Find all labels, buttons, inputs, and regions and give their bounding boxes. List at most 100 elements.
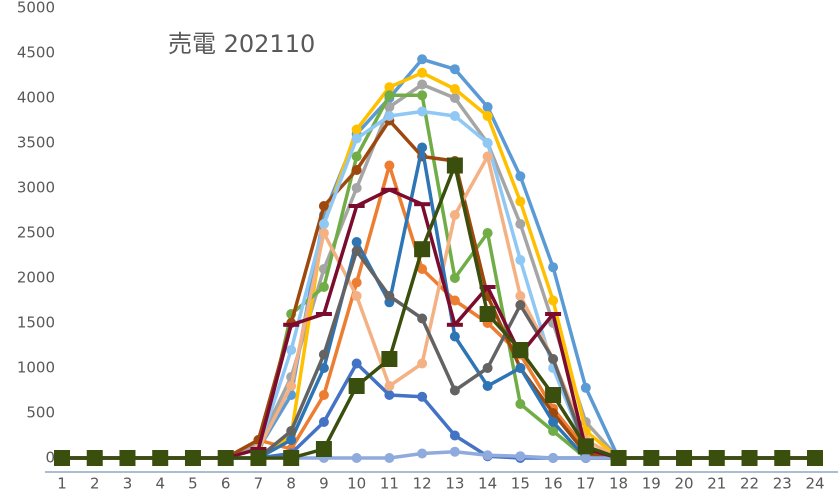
x-tick-label: 24: [805, 475, 824, 493]
marker: [548, 262, 559, 273]
marker: [449, 210, 460, 220]
marker: [417, 54, 428, 65]
y-tick-label: 4000: [17, 89, 55, 107]
series-line: [62, 93, 815, 460]
marker: [545, 387, 562, 403]
marker: [548, 354, 559, 364]
marker: [446, 322, 463, 327]
marker: [515, 196, 526, 207]
marker: [515, 255, 526, 265]
marker: [286, 435, 297, 445]
marker: [449, 111, 460, 121]
marker: [286, 426, 297, 436]
marker: [482, 151, 493, 162]
marker: [449, 93, 460, 103]
marker: [152, 450, 169, 466]
marker: [449, 84, 460, 94]
marker: [479, 285, 496, 289]
marker: [417, 67, 428, 78]
chart-title: 売電 202110: [168, 30, 315, 58]
marker: [548, 426, 559, 436]
marker: [315, 312, 332, 316]
marker: [449, 331, 460, 342]
marker: [351, 453, 362, 463]
marker: [184, 450, 201, 466]
marker: [86, 450, 103, 466]
y-tick-label: 1000: [17, 359, 55, 377]
x-tick-label: 21: [707, 475, 726, 493]
marker: [515, 300, 526, 310]
marker: [348, 378, 365, 394]
x-tick-label: 2: [90, 475, 100, 493]
marker: [384, 453, 395, 463]
x-tick-label: 17: [576, 475, 595, 493]
marker: [417, 142, 428, 153]
x-tick-label: 6: [221, 475, 231, 493]
marker: [807, 450, 823, 466]
marker: [515, 399, 526, 409]
marker: [417, 448, 428, 459]
series-line: [62, 154, 815, 460]
marker: [479, 306, 496, 322]
marker: [318, 390, 329, 400]
marker: [515, 451, 526, 462]
marker: [449, 446, 460, 457]
marker: [384, 291, 395, 301]
marker: [449, 64, 460, 75]
marker: [548, 295, 559, 306]
marker: [351, 246, 362, 256]
x-tick-label: 10: [347, 475, 366, 493]
marker: [384, 102, 395, 112]
marker: [515, 219, 526, 229]
marker: [417, 79, 428, 90]
y-tick-label: 3000: [17, 179, 55, 197]
marker: [318, 417, 329, 427]
x-tick-label: 18: [609, 475, 628, 493]
marker: [351, 124, 362, 135]
marker: [318, 363, 329, 373]
x-tick-label: 14: [478, 475, 497, 493]
marker: [446, 157, 463, 174]
marker: [643, 450, 660, 466]
y-tick-label: 4500: [17, 44, 55, 62]
marker: [676, 450, 693, 466]
marker: [318, 201, 329, 211]
marker: [580, 453, 591, 463]
marker: [318, 219, 329, 229]
marker: [283, 450, 300, 466]
x-tick-label: 1: [57, 475, 67, 493]
marker: [774, 450, 791, 466]
x-tick-label: 7: [254, 475, 264, 493]
x-tick-label: 23: [773, 475, 792, 493]
marker: [384, 390, 395, 400]
x-tick-label: 8: [286, 475, 296, 493]
marker: [417, 313, 428, 324]
marker: [417, 106, 428, 117]
marker: [482, 381, 493, 391]
marker: [250, 450, 267, 466]
marker: [417, 264, 428, 274]
marker: [283, 322, 300, 327]
x-tick-label: 19: [642, 475, 661, 493]
marker: [482, 138, 493, 148]
marker: [548, 417, 559, 427]
marker: [384, 82, 395, 93]
marker: [449, 295, 460, 306]
marker: [515, 363, 526, 373]
marker: [449, 273, 460, 283]
marker: [351, 237, 362, 247]
marker: [381, 187, 398, 192]
marker: [351, 133, 362, 144]
marker: [580, 382, 591, 393]
marker: [414, 202, 431, 207]
marker: [315, 441, 332, 457]
y-tick-label: 5000: [17, 0, 55, 17]
marker: [482, 450, 493, 461]
marker: [351, 277, 362, 288]
marker: [351, 165, 362, 175]
marker: [119, 450, 136, 466]
x-tick-label: 22: [740, 475, 759, 493]
marker: [54, 450, 70, 466]
series-line: [62, 361, 815, 460]
